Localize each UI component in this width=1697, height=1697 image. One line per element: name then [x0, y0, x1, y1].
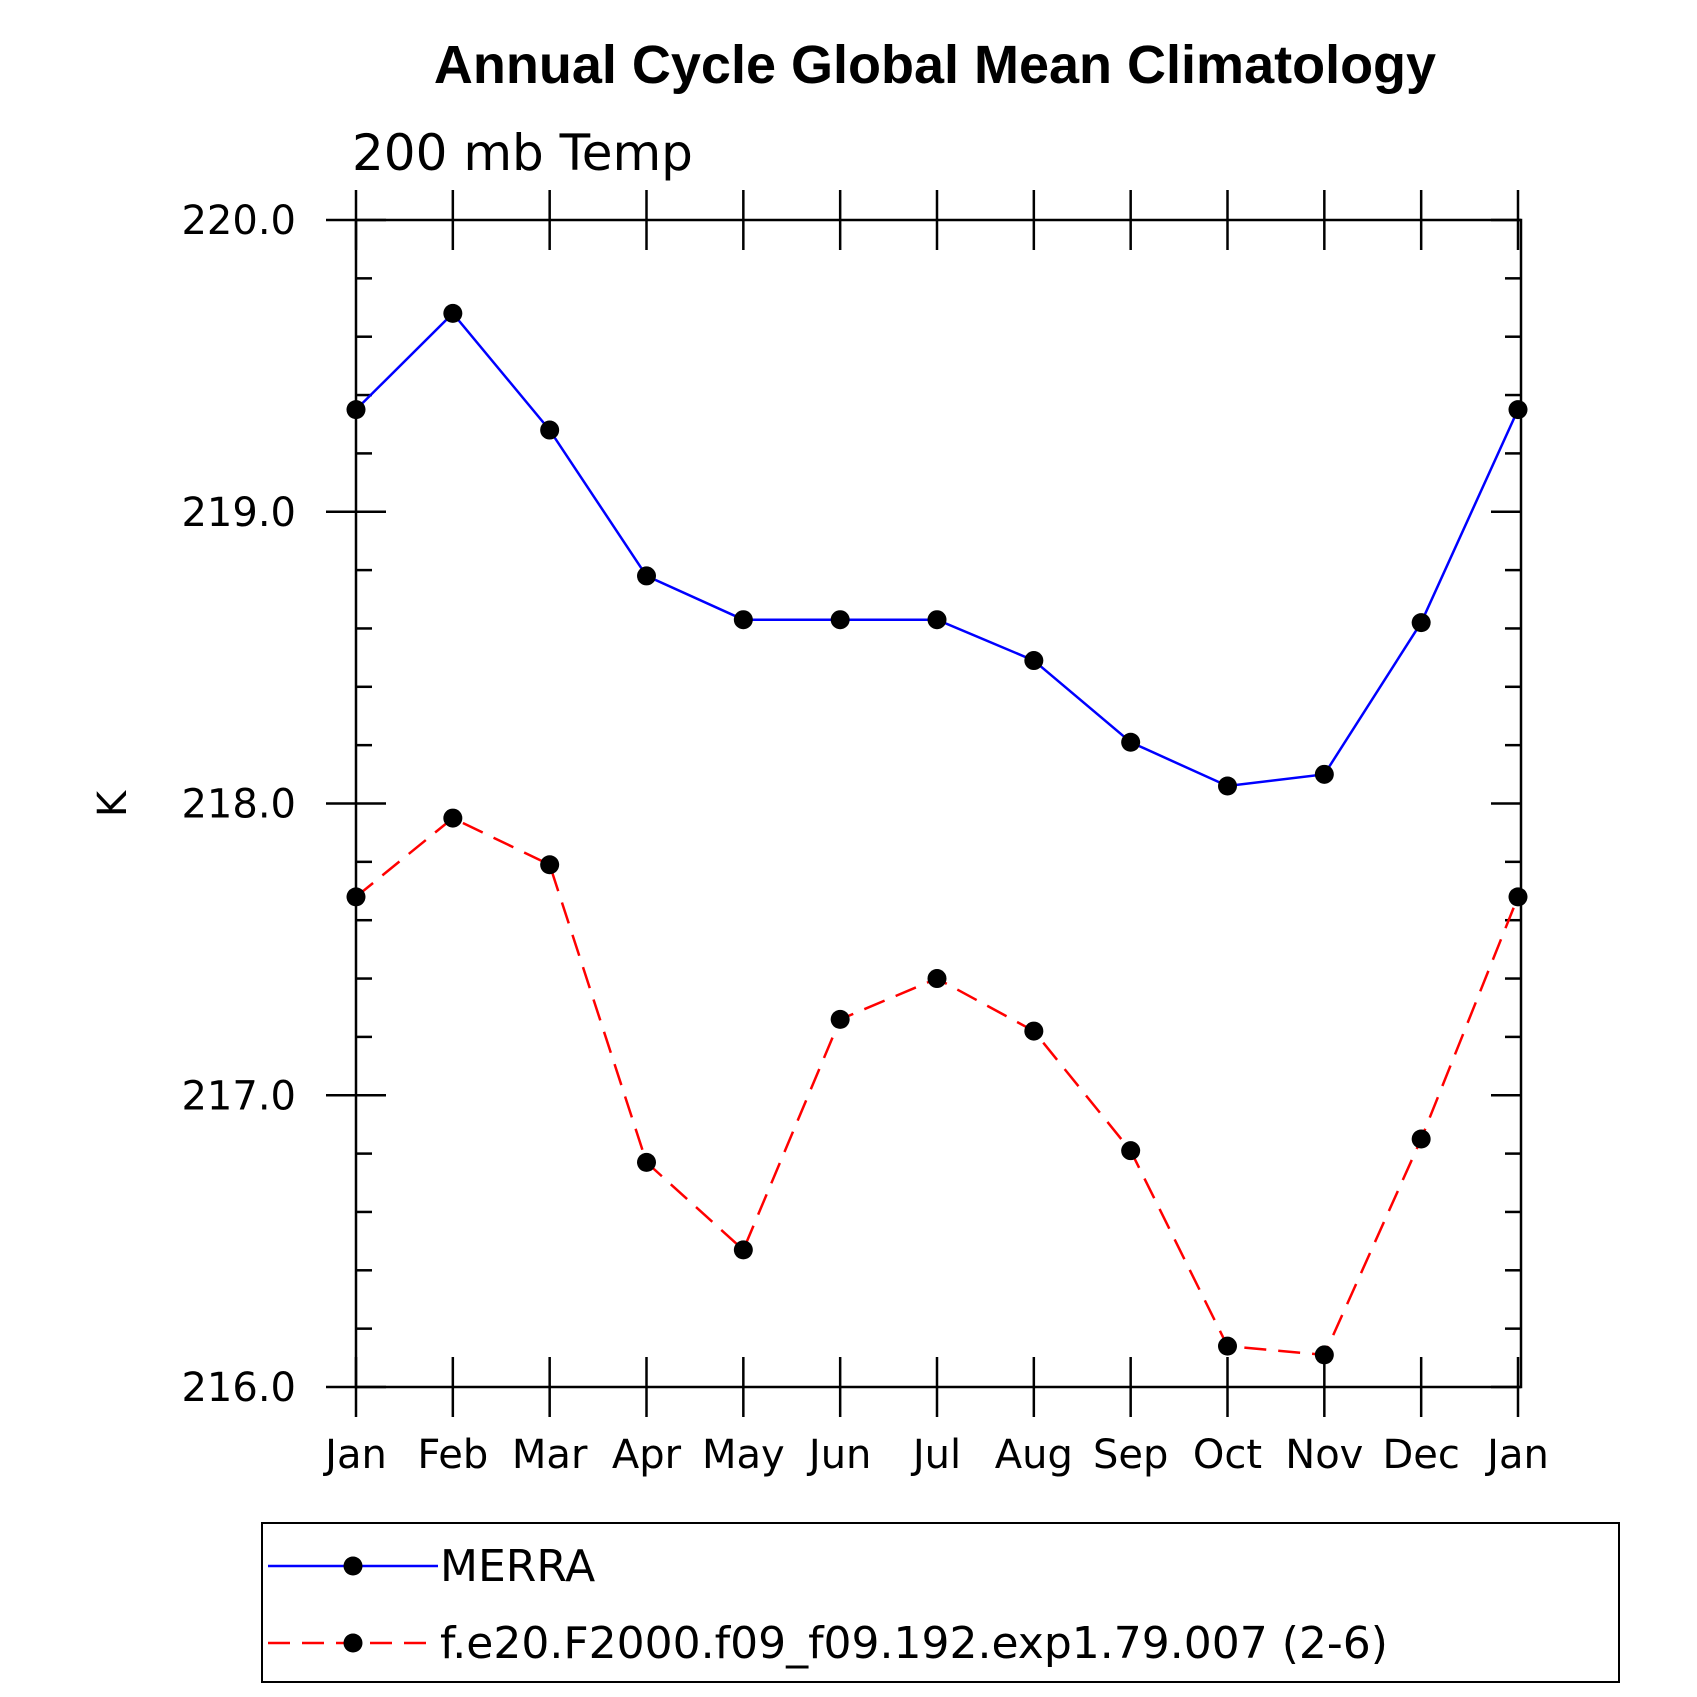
data-point — [1508, 887, 1528, 907]
data-point — [1314, 764, 1334, 784]
data-point — [830, 1009, 850, 1029]
x-tick-label: Oct — [1193, 1432, 1262, 1478]
data-point — [346, 400, 366, 420]
legend-label-merra: MERRA — [440, 1541, 595, 1592]
legend-label-model: f.e20.F2000.f09_f09.192.exp1.79.007 (2-6… — [440, 1618, 1388, 1669]
data-point — [443, 808, 463, 828]
series-layer — [346, 303, 1528, 1365]
data-point — [540, 855, 560, 875]
x-tick-label: Sep — [1093, 1432, 1168, 1478]
legend: MERRA f.e20.F2000.f09_f09.192.exp1.79.00… — [261, 1522, 1620, 1683]
data-point — [1508, 400, 1528, 420]
legend-marker-model — [343, 1633, 363, 1653]
data-point — [733, 610, 753, 630]
x-tick-label: Aug — [995, 1432, 1073, 1478]
data-point — [1024, 1021, 1044, 1041]
data-point — [1024, 651, 1044, 671]
data-point — [927, 969, 947, 989]
data-point — [346, 887, 366, 907]
plot-frame — [354, 218, 1523, 1389]
x-axis-tick-labels: Jan Feb Mar Apr May Jun Jul Aug Sep Oct … — [322, 1432, 1549, 1478]
data-point — [1218, 1336, 1237, 1356]
y-tick-label: 216.0 — [181, 1365, 296, 1411]
data-point — [830, 610, 850, 630]
series-line-0 — [355, 311, 1520, 788]
data-point — [733, 1240, 753, 1260]
data-point — [1121, 1141, 1141, 1161]
x-tick-label: Feb — [417, 1432, 488, 1478]
y-axis-ticks — [326, 218, 1521, 1389]
chart-subtitle: 200 mb Temp — [352, 124, 693, 182]
data-point — [927, 610, 947, 630]
y-tick-label: 217.0 — [181, 1073, 296, 1119]
data-point — [1411, 613, 1431, 633]
y-axis-label: K — [90, 789, 136, 817]
data-point — [637, 1152, 656, 1172]
data-point — [1218, 776, 1237, 796]
x-tick-label: May — [702, 1432, 785, 1478]
chart-title: Annual Cycle Global Mean Climatology — [434, 35, 1436, 95]
x-tick-label: Jun — [806, 1432, 872, 1478]
legend-frame — [261, 1522, 1620, 1683]
series-line-1 — [355, 816, 1520, 1357]
x-tick-label: Nov — [1285, 1432, 1363, 1478]
y-tick-label: 219.0 — [181, 490, 296, 536]
data-point — [1121, 732, 1141, 752]
x-tick-label: Jan — [1484, 1432, 1549, 1478]
y-tick-label: 220.0 — [181, 198, 296, 244]
legend-marker-merra — [343, 1556, 363, 1576]
x-tick-label: Dec — [1382, 1432, 1459, 1478]
data-point — [443, 303, 463, 323]
data-point — [637, 566, 656, 586]
x-tick-label: Mar — [512, 1432, 588, 1478]
y-axis-tick-labels: 216.0 217.0 218.0 219.0 220.0 — [181, 198, 296, 1411]
x-axis-ticks — [354, 190, 1520, 1417]
data-point — [1411, 1129, 1431, 1149]
data-point — [540, 420, 560, 440]
x-tick-label: Jul — [910, 1432, 961, 1478]
data-point — [1314, 1345, 1334, 1365]
x-tick-label: Jan — [322, 1432, 387, 1478]
x-tick-label: Apr — [612, 1432, 682, 1478]
y-tick-label: 218.0 — [181, 782, 296, 828]
